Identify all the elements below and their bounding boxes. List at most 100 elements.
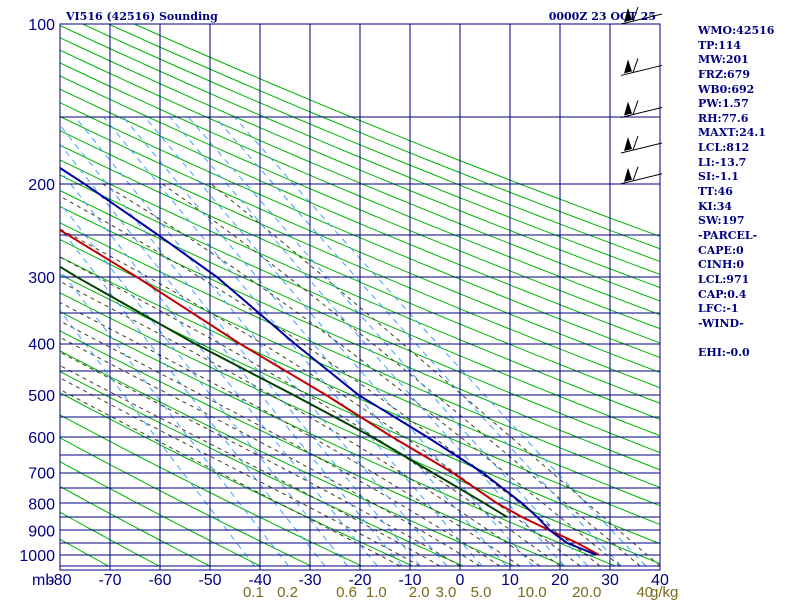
pressure-tick-label: 600 <box>28 430 55 447</box>
pressure-unit-label: mb <box>32 572 54 589</box>
pressure-tick-label: 800 <box>28 496 55 513</box>
index-si: SI:-1.1 <box>698 170 739 184</box>
pressure-tick-label: 300 <box>28 270 55 287</box>
dry-adiabat-line <box>60 485 210 567</box>
pressure-tick-label: 700 <box>28 466 55 483</box>
wind-barb-flag <box>624 167 632 182</box>
index-cinh: CINH:0 <box>698 258 745 272</box>
mixing-ratio-label: 2.0 <box>409 584 430 600</box>
wind-barb-staff <box>620 64 663 76</box>
moist-adiabat-line <box>60 301 521 567</box>
mixing-ratio-label: 40 <box>636 584 653 600</box>
wind-barb-feather <box>632 166 639 181</box>
dry-adiabat-line <box>60 414 363 567</box>
wind-barb-feather <box>632 135 639 151</box>
mixing-ratio-label: 10.0 <box>517 584 546 600</box>
index-ehi: EHI:-0.0 <box>698 346 750 360</box>
parcel-header: -PARCEL- <box>698 228 758 242</box>
pressure-tick-label: 1000 <box>19 548 55 565</box>
wind-barbs <box>620 6 663 185</box>
temperature-tick-label: -70 <box>98 572 121 589</box>
dry-adiabat-line <box>60 159 660 420</box>
dry-adiabats <box>60 24 660 567</box>
index-wb0: WB0:692 <box>698 82 755 96</box>
dry-adiabat-line <box>60 116 660 374</box>
moist-adiabat-line <box>60 336 481 567</box>
index-cap: CAP:0.4 <box>698 287 747 301</box>
wind-barb-feather <box>632 6 639 22</box>
dewpoint-line <box>60 166 597 556</box>
dry-adiabat-line <box>60 174 660 437</box>
temperature-tick-label: -20 <box>348 572 371 589</box>
wind-barb-flag <box>624 59 632 74</box>
temperature-tick-label: -80 <box>48 572 71 589</box>
mixing-ratio-label: 5.0 <box>471 584 492 600</box>
temperature-tick-label: 30 <box>601 572 619 589</box>
wind-barb-feather <box>632 100 639 115</box>
mixing-ratio-label: 0.2 <box>277 584 298 600</box>
dry-adiabat-line <box>60 62 660 316</box>
temperature-tick-label: -10 <box>398 572 421 589</box>
temperature-tick-label: -60 <box>148 572 171 589</box>
dry-adiabat-line <box>60 437 312 567</box>
isobars <box>59 23 661 571</box>
wind-barb-feather <box>632 58 639 73</box>
dry-adiabat-line <box>60 102 660 359</box>
dry-adiabat-line <box>60 392 413 567</box>
temperature-tick-label: -50 <box>198 572 221 589</box>
dry-adiabat-line <box>60 350 515 567</box>
moist-adiabat-line <box>60 280 541 567</box>
dry-adiabat-line <box>60 239 660 507</box>
mixing-ratio-label: 0.6 <box>336 584 357 600</box>
temperature-line <box>60 228 600 556</box>
dry-adiabat-line <box>60 49 660 302</box>
dry-adiabat-line <box>60 461 261 567</box>
station-title: VI516 (42516) Sounding <box>65 10 218 23</box>
isotherms <box>60 24 660 570</box>
index-ki: KI:34 <box>698 199 733 213</box>
dry-adiabat-line <box>82 24 660 263</box>
mixing-ratio-label: 3.0 <box>435 584 456 600</box>
temperature-tick-label: 10 <box>501 572 519 589</box>
wind-header: -WIND- <box>698 316 744 330</box>
temperature-tick-label: 20 <box>551 572 569 589</box>
dry-adiabat-line <box>60 88 660 344</box>
mixing-ratio-label: 20.0 <box>572 584 601 600</box>
wind-barb-staff <box>620 106 663 118</box>
temperature-tick-label: 40 <box>651 572 669 589</box>
pressure-tick-label: 100 <box>28 17 55 34</box>
dry-adiabat-line <box>60 37 660 289</box>
dry-adiabat-line <box>60 205 660 471</box>
index-maxt: MAXT:24.1 <box>698 126 766 140</box>
moist-adiabat-line <box>60 377 421 567</box>
sounding-series <box>60 166 600 556</box>
plot-frame <box>59 23 661 571</box>
dry-adiabat-line <box>60 130 660 389</box>
dry-adiabat-line <box>108 24 660 250</box>
wind-barb-flag <box>624 8 632 22</box>
index-lcl: LCL:812 <box>698 141 750 155</box>
index-mw: MW:201 <box>698 53 749 67</box>
dry-adiabat-line <box>60 256 660 526</box>
moist-adiabats <box>60 183 660 567</box>
index-parcel-lcl: LCL:971 <box>698 272 750 286</box>
moist-adiabat-line <box>210 183 660 567</box>
wind-barb-staff <box>620 173 663 185</box>
index-wmo: WMO:42516 <box>698 24 775 37</box>
dry-adiabat-line <box>60 330 565 567</box>
wind-barb-flag <box>624 101 632 116</box>
index-spacer <box>698 331 798 346</box>
index-tt: TT:46 <box>698 185 733 199</box>
mixing-ratio-unit: g/kg <box>650 584 678 600</box>
dry-adiabat-line <box>60 511 160 567</box>
mixing-ratio-label: 1.0 <box>366 584 387 600</box>
index-li: LI:-13.7 <box>698 155 747 169</box>
dry-adiabat-line <box>60 292 660 565</box>
indices-panel: WMO:42516 TP:114 MW:201 FRZ:679 WB0:692 … <box>698 24 798 361</box>
temperature-tick-label: -30 <box>298 572 321 589</box>
mixing-ratio-label: 0.1 <box>243 584 264 600</box>
